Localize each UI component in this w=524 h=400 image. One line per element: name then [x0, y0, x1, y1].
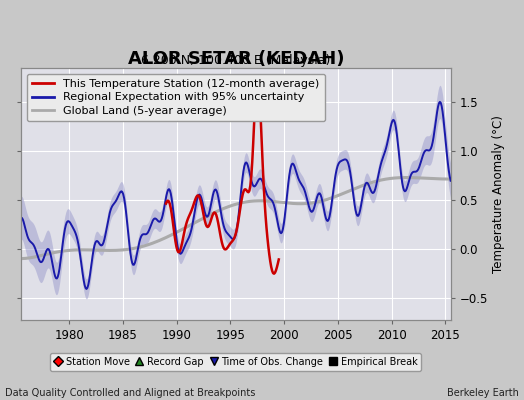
Legend: Station Move, Record Gap, Time of Obs. Change, Empirical Break: Station Move, Record Gap, Time of Obs. C… — [50, 353, 421, 370]
Text: Data Quality Controlled and Aligned at Breakpoints: Data Quality Controlled and Aligned at B… — [5, 388, 256, 398]
Y-axis label: Temperature Anomaly (°C): Temperature Anomaly (°C) — [492, 115, 505, 273]
Text: 6.200 N, 100.400 E (Malaysia): 6.200 N, 100.400 E (Malaysia) — [141, 54, 331, 67]
Title: ALOR SETAR (KEDAH): ALOR SETAR (KEDAH) — [127, 50, 344, 68]
Text: Berkeley Earth: Berkeley Earth — [447, 388, 519, 398]
